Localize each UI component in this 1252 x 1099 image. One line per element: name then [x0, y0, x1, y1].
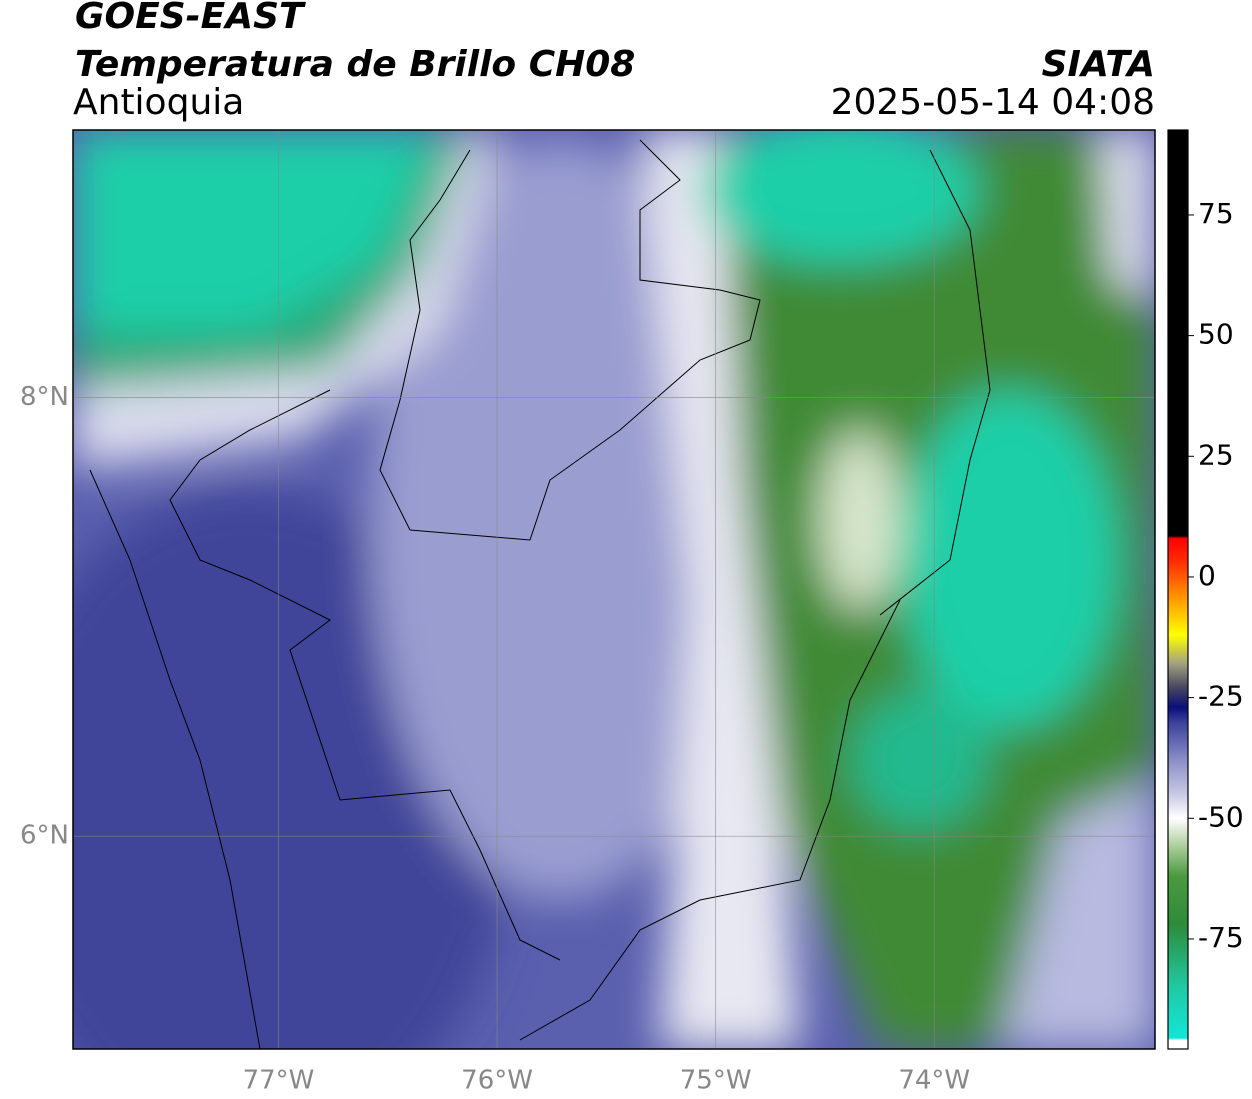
region: Antioquia: [73, 82, 244, 123]
x-tick-label: 75°W: [680, 1066, 752, 1096]
colorbar-tick-label: 75: [1198, 197, 1234, 230]
colorbar-tick-label: -25: [1198, 680, 1244, 713]
map-frame: [72, 129, 1156, 1050]
subtitle: Temperatura de Brillo CH08: [75, 44, 635, 85]
datetime: 2025-05-14 04:08: [831, 82, 1155, 123]
y-tick-label: 6°N: [20, 821, 69, 851]
y-tick-label: 8°N: [20, 382, 69, 412]
title: GOES-EAST: [75, 0, 306, 37]
colorbar-tick-label: -75: [1198, 921, 1244, 954]
colorbar-tick-label: 25: [1198, 438, 1234, 471]
source: SIATA: [1042, 44, 1155, 85]
colorbar-tick-label: 50: [1198, 318, 1234, 351]
colorbar: [1167, 129, 1189, 1050]
x-tick-label: 76°W: [461, 1066, 533, 1096]
colorbar-tick-label: 0: [1198, 559, 1216, 592]
colorbar-tick-label: -50: [1198, 800, 1244, 833]
x-tick-label: 77°W: [243, 1066, 315, 1096]
graticule: [73, 130, 1155, 1049]
satellite-image: [73, 130, 1155, 1049]
x-tick-label: 74°W: [898, 1066, 970, 1096]
